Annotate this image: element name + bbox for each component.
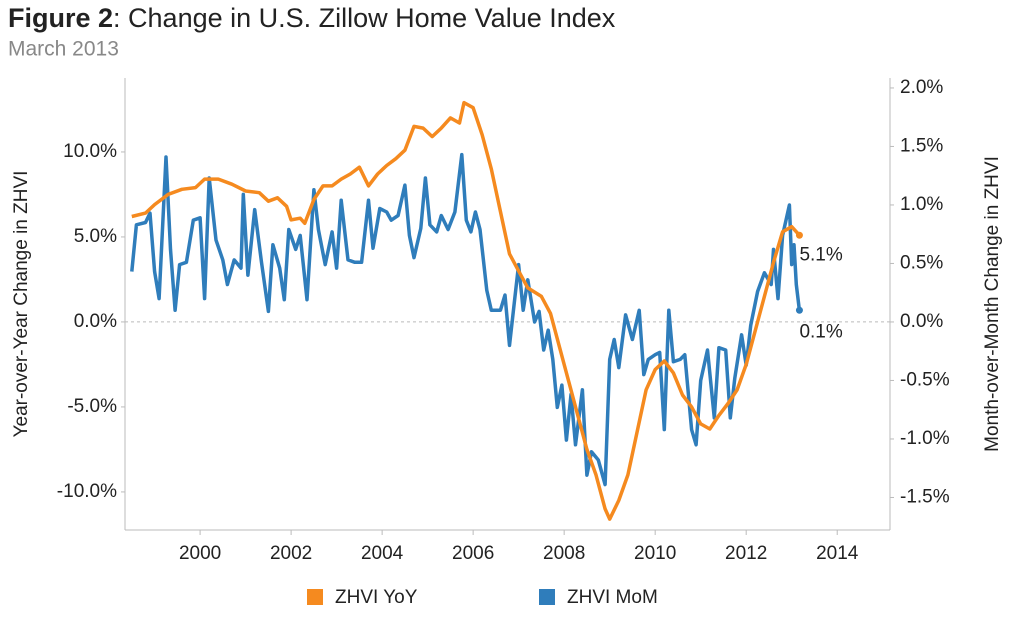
y2-tick-label: 2.0% <box>900 77 943 98</box>
y-axis-title: Year-over-Year Change in ZHVI <box>11 171 32 438</box>
legend-swatch <box>539 589 555 605</box>
y2-tick-label: 1.5% <box>900 135 943 156</box>
y2-tick-label: 0.5% <box>900 252 943 273</box>
series-line <box>130 152 802 487</box>
x-tick-label: 2008 <box>543 543 585 564</box>
x-tick-label: 2006 <box>452 543 494 564</box>
y2-tick-label: -1.5% <box>900 486 950 507</box>
x-tick-label: 2002 <box>270 543 312 564</box>
end-label: 0.1% <box>799 321 842 342</box>
title-prefix: Figure 2 <box>8 3 113 33</box>
x-tick-label: 2004 <box>361 543 404 564</box>
y2-tick-label: -0.5% <box>900 369 950 390</box>
end-point <box>795 231 803 239</box>
legend-label: ZHVI MoM <box>567 587 658 608</box>
series-line <box>131 100 801 521</box>
chart-title: Figure 2: Change in U.S. Zillow Home Val… <box>8 3 616 33</box>
y-tick-label: 0.0% <box>74 311 117 332</box>
x-tick-label: 2012 <box>725 543 767 564</box>
y2-tick-label: 0.0% <box>900 311 943 332</box>
x-tick-label: 2010 <box>634 543 676 564</box>
y2-tick-label: 1.0% <box>900 194 943 215</box>
y-tick-label: 10.0% <box>63 141 117 162</box>
y-tick-label: -10.0% <box>57 481 117 502</box>
title-text: : Change in U.S. Zillow Home Value Index <box>113 3 616 33</box>
y2-tick-label: -1.0% <box>900 428 950 449</box>
x-tick-label: 2014 <box>816 543 859 564</box>
y-tick-label: -5.0% <box>67 396 117 417</box>
end-label: 5.1% <box>799 244 842 265</box>
x-tick-label: 2000 <box>179 543 221 564</box>
legend-swatch <box>307 589 323 605</box>
legend-label: ZHVI YoY <box>335 587 418 608</box>
y-tick-label: 5.0% <box>74 226 117 247</box>
subtitle: March 2013 <box>8 38 119 61</box>
y2-axis-title: Month-over-Month Change in ZHVI <box>982 156 1003 452</box>
end-point <box>795 306 803 314</box>
